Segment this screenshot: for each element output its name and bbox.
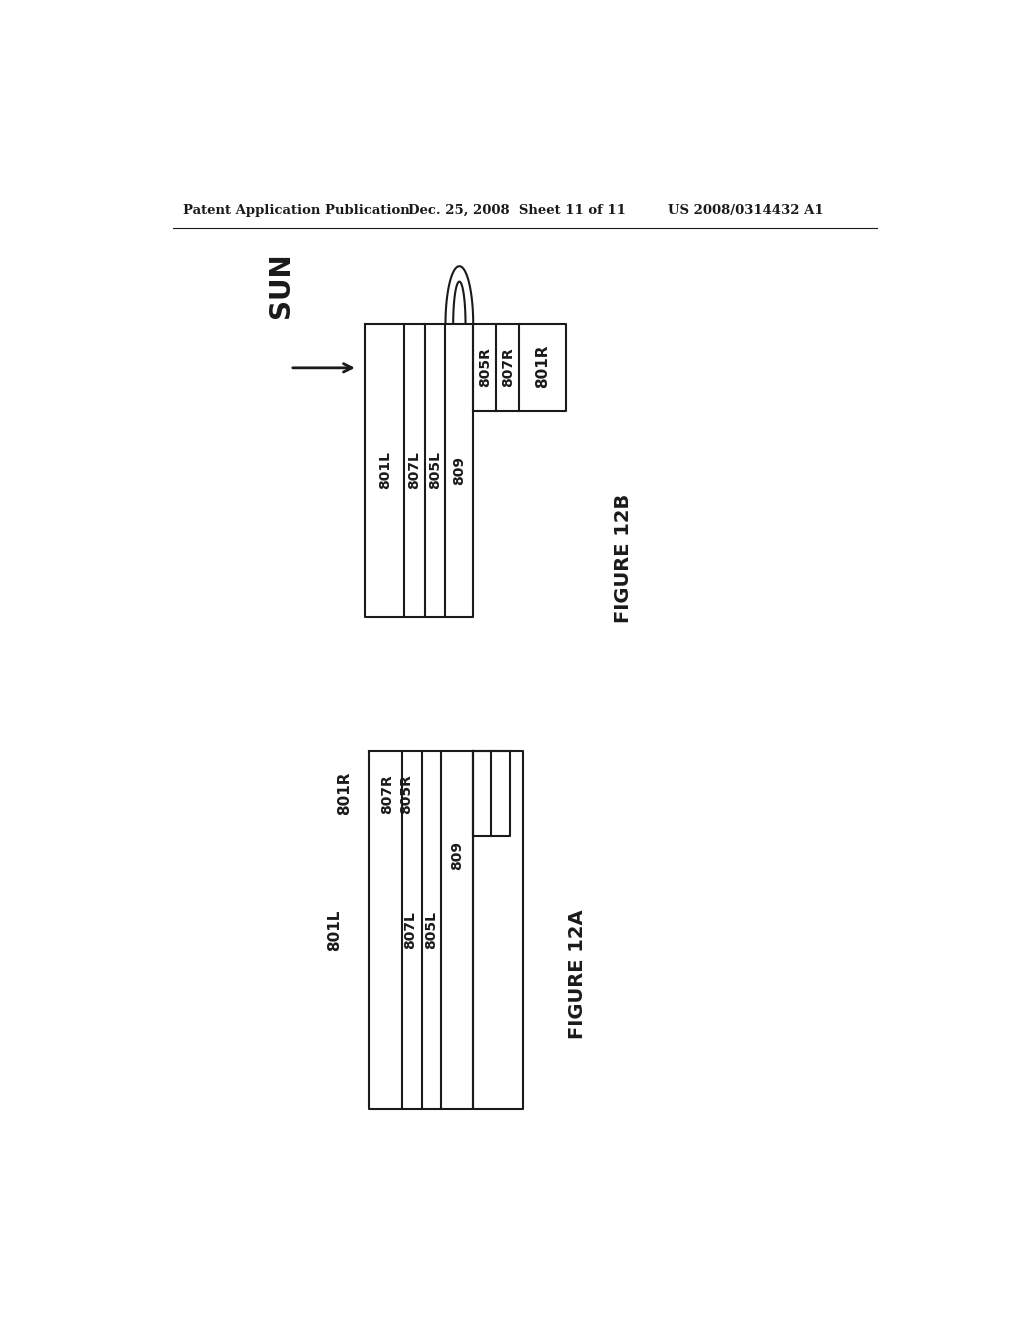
Text: 807L: 807L bbox=[407, 451, 421, 490]
Text: 801L: 801L bbox=[378, 451, 391, 490]
Text: 805R: 805R bbox=[478, 347, 492, 387]
Text: 801R: 801R bbox=[337, 772, 352, 816]
Text: 807L: 807L bbox=[403, 911, 417, 949]
Text: SUN: SUN bbox=[266, 252, 295, 318]
Text: 809: 809 bbox=[450, 841, 464, 870]
Text: FIGURE 12A: FIGURE 12A bbox=[567, 909, 587, 1039]
Text: 805L: 805L bbox=[424, 911, 438, 949]
Text: 805L: 805L bbox=[428, 451, 441, 490]
Text: 805R: 805R bbox=[399, 774, 414, 813]
Text: 801L: 801L bbox=[327, 909, 342, 950]
Text: 807R: 807R bbox=[501, 347, 515, 387]
Text: Patent Application Publication: Patent Application Publication bbox=[183, 205, 410, 218]
Text: FIGURE 12B: FIGURE 12B bbox=[613, 494, 633, 623]
Text: US 2008/0314432 A1: US 2008/0314432 A1 bbox=[668, 205, 823, 218]
Text: 807R: 807R bbox=[380, 774, 394, 813]
Text: 809: 809 bbox=[453, 455, 466, 484]
Text: 801R: 801R bbox=[535, 345, 550, 388]
Text: Dec. 25, 2008  Sheet 11 of 11: Dec. 25, 2008 Sheet 11 of 11 bbox=[408, 205, 626, 218]
